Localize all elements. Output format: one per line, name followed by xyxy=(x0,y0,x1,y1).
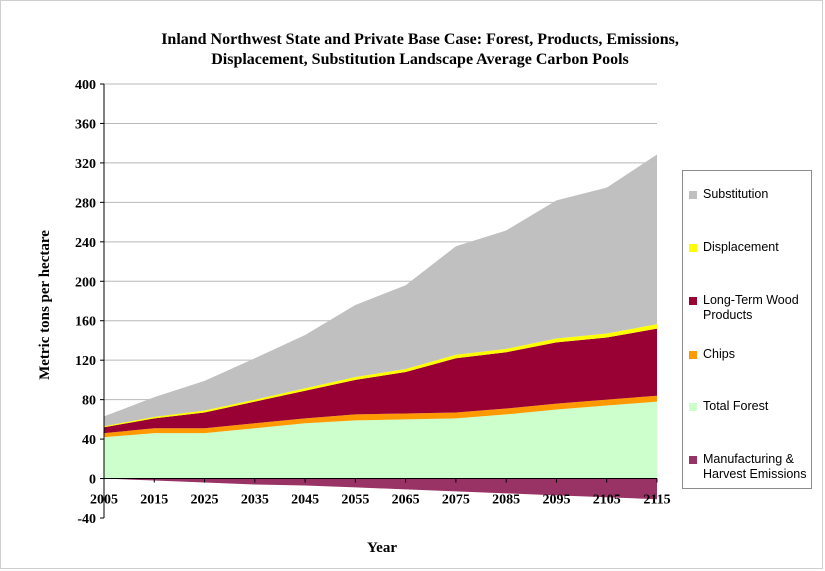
y-tick-label: 320 xyxy=(75,157,96,172)
legend: Substitution Displacement Long-Term Wood P… xyxy=(682,170,812,489)
legend-swatch xyxy=(689,191,697,199)
area-displacement xyxy=(104,324,657,428)
x-tick-label: 2095 xyxy=(542,493,570,508)
y-tick-label: -40 xyxy=(77,512,96,527)
y-tick-label: 360 xyxy=(75,117,96,132)
x-tick-label: 2015 xyxy=(140,493,168,508)
x-tick-label: 2035 xyxy=(241,493,269,508)
legend-swatch xyxy=(689,244,697,252)
area-chips xyxy=(104,395,657,438)
legend-label: Chips xyxy=(703,347,735,361)
x-tick-label: 2055 xyxy=(341,493,369,508)
area-long-term-wood-products xyxy=(104,328,657,434)
x-axis-title: Year xyxy=(367,540,397,556)
area-manufacturing-harvest-emissions xyxy=(104,478,657,500)
x-tick-label: 2085 xyxy=(492,493,520,508)
chart-title: Inland Northwest State and Private Base … xyxy=(60,30,780,70)
y-tick-label: 120 xyxy=(75,354,96,369)
legend-label: Displacement xyxy=(703,240,779,254)
y-tick-label: 280 xyxy=(75,196,96,211)
legend-swatch xyxy=(689,403,697,411)
legend-label: Substitution xyxy=(703,187,769,201)
legend-label: Long-Term Wood Products xyxy=(703,293,799,322)
y-axis-title: Metric tons per hectare xyxy=(37,230,53,380)
legend-swatch xyxy=(689,297,697,305)
y-tick-label: 200 xyxy=(75,275,96,290)
chart-title-line-2: Displacement, Substitution Landscape Ave… xyxy=(211,51,629,68)
legend-label: Manufacturing & Harvest Emissions xyxy=(703,452,807,481)
x-tick-label: 2065 xyxy=(392,493,420,508)
x-tick-label: 2045 xyxy=(291,493,319,508)
x-tick-label: 2025 xyxy=(191,493,219,508)
x-tick-label: 2005 xyxy=(90,493,118,508)
area-total-forest xyxy=(104,401,657,479)
y-tick-label: 240 xyxy=(75,236,96,251)
legend-swatch xyxy=(689,456,697,464)
area-layer xyxy=(104,154,657,500)
y-tick-label: 0 xyxy=(89,473,96,488)
y-tick-label: 400 xyxy=(75,78,96,93)
x-tick-label: 2115 xyxy=(643,493,670,508)
legend-swatch xyxy=(689,351,697,359)
chart-title-line-1: Inland Northwest State and Private Base … xyxy=(161,31,679,48)
x-tick-label: 2075 xyxy=(442,493,470,508)
legend-label: Total Forest xyxy=(703,399,769,413)
x-tick-label: 2105 xyxy=(593,493,621,508)
y-tick-label: 40 xyxy=(82,433,96,448)
y-tick-label: 160 xyxy=(75,315,96,330)
area-substitution xyxy=(104,154,657,427)
axis-layer xyxy=(103,84,657,518)
y-tick-label: 80 xyxy=(82,394,96,409)
